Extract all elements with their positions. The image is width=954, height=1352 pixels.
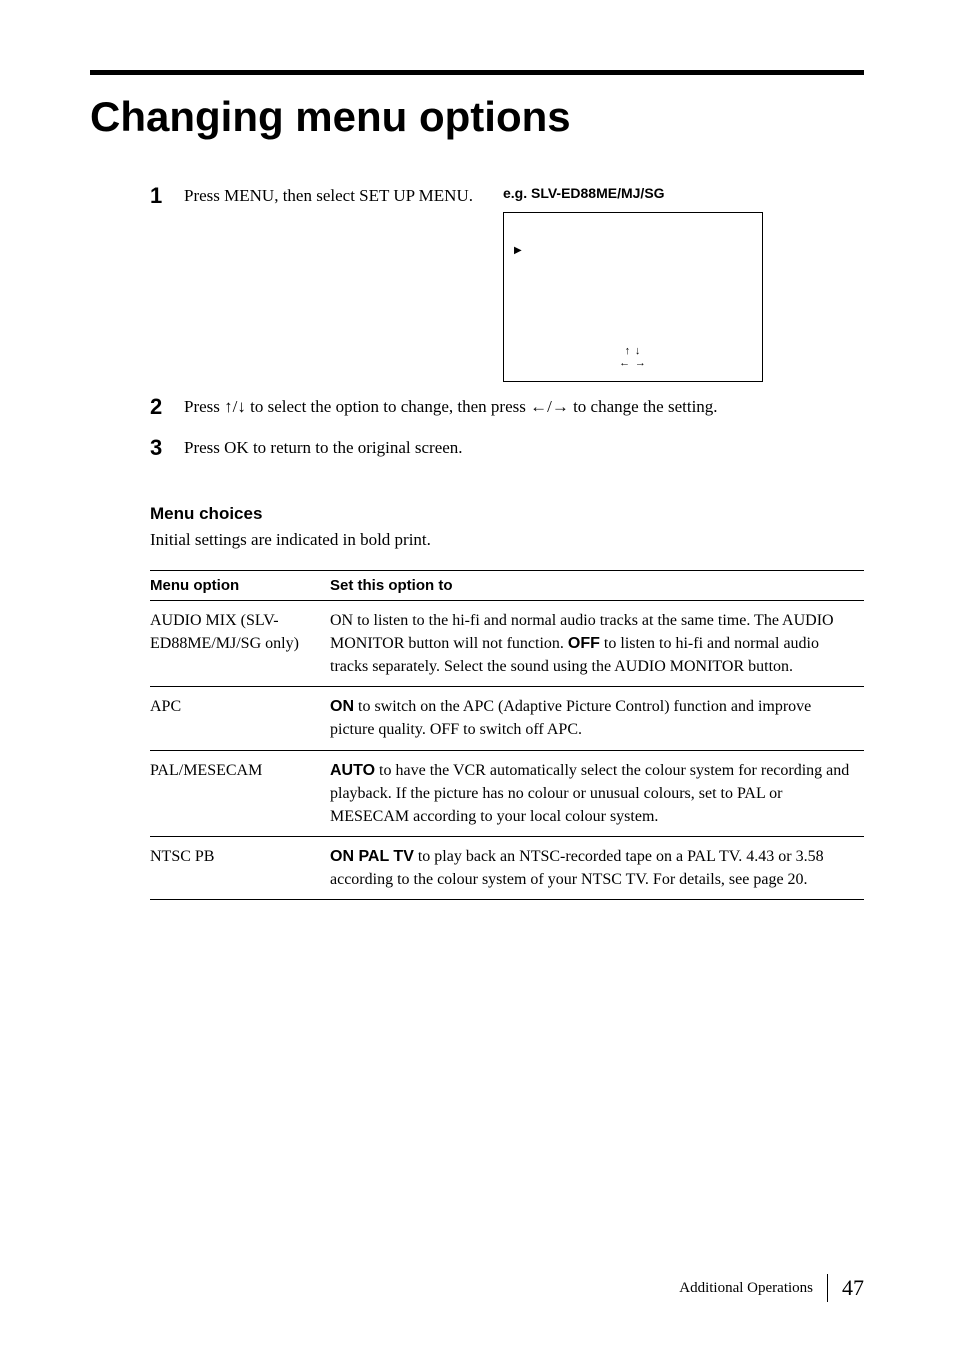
desc-pal: AUTO to have the VCR automatically selec… <box>330 750 864 837</box>
page-title: Changing menu options <box>90 93 864 141</box>
menu-choices-intro: Initial settings are indicated in bold p… <box>150 530 864 550</box>
table-header-setto: Set this option to <box>330 570 864 600</box>
desc-pal-bold: AUTO <box>330 762 375 779</box>
diagram-symbols: ↑ ↓ ← → <box>619 345 647 369</box>
diagram-sym-top: ↑ ↓ <box>625 345 642 357</box>
desc-apc-bold: ON <box>330 698 354 715</box>
step-1: 1 Press MENU, then select SET UP MENU. e… <box>150 181 864 382</box>
step-1-number: 1 <box>150 181 184 212</box>
desc-ntsc: ON PAL TV to play back an NTSC-recorded … <box>330 837 864 900</box>
table-row: PAL/MESECAM AUTO to have the VCR automat… <box>150 750 864 837</box>
desc-apc: ON to switch on the APC (Adaptive Pictur… <box>330 687 864 750</box>
step-2-mid: to select the option to change, then pre… <box>246 397 530 416</box>
desc-apc-p1: to switch on the APC (Adaptive Picture C… <box>330 698 811 738</box>
steps-block: 1 Press MENU, then select SET UP MENU. e… <box>150 181 864 464</box>
arrow-up-icon: ↑ <box>224 397 233 416</box>
opt-audiomix: AUDIO MIX (SLV-ED88ME/MJ/SG only) <box>150 600 330 687</box>
title-rule <box>90 70 864 75</box>
footer-divider <box>827 1274 828 1302</box>
desc-pal-p1: to have the VCR automatically select the… <box>330 762 849 825</box>
step-2-pre: Press <box>184 397 224 416</box>
desc-audiomix-bold: OFF <box>568 635 600 652</box>
step-2-text: Press ↑/↓ to select the option to change… <box>184 392 718 420</box>
step-2-post: to change the setting. <box>569 397 718 416</box>
menu-choices-heading: Menu choices <box>150 504 864 524</box>
opt-ntsc: NTSC PB <box>150 837 330 900</box>
menu-choices-section: Menu choices Initial settings are indica… <box>150 504 864 901</box>
diagram-label: e.g. SLV-ED88ME/MJ/SG <box>503 183 763 204</box>
opt-pal: PAL/MESECAM <box>150 750 330 837</box>
step-1-text: Press MENU, then select SET UP MENU. <box>184 183 473 209</box>
opt-apc: APC <box>150 687 330 750</box>
arrow-down-icon: ↓ <box>237 397 246 416</box>
step-2-number: 2 <box>150 392 184 423</box>
diagram-column: e.g. SLV-ED88ME/MJ/SG ▶ ↑ ↓ ← → <box>503 183 763 382</box>
diagram-box: ▶ ↑ ↓ ← → <box>503 212 763 382</box>
table-row: APC ON to switch on the APC (Adaptive Pi… <box>150 687 864 750</box>
page-footer: Additional Operations 47 <box>679 1274 864 1302</box>
options-table: Menu option Set this option to AUDIO MIX… <box>150 570 864 901</box>
table-row: NTSC PB ON PAL TV to play back an NTSC-r… <box>150 837 864 900</box>
diagram-sym-bot: ← → <box>619 357 647 369</box>
footer-section: Additional Operations <box>679 1280 813 1297</box>
step-2: 2 Press ↑/↓ to select the option to chan… <box>150 392 864 423</box>
step-3: 3 Press OK to return to the original scr… <box>150 433 864 464</box>
table-row: AUDIO MIX (SLV-ED88ME/MJ/SG only) ON to … <box>150 600 864 687</box>
arrow-left-icon: ← <box>530 397 547 416</box>
arrow-right-icon: → <box>552 397 569 416</box>
table-header-option: Menu option <box>150 570 330 600</box>
desc-ntsc-bold: ON PAL TV <box>330 848 414 865</box>
desc-audiomix: ON to listen to the hi-fi and normal aud… <box>330 600 864 687</box>
step-3-number: 3 <box>150 433 184 464</box>
footer-page-number: 47 <box>842 1275 864 1301</box>
diagram-marker: ▶ <box>514 243 522 258</box>
step-3-text: Press OK to return to the original scree… <box>184 433 463 461</box>
